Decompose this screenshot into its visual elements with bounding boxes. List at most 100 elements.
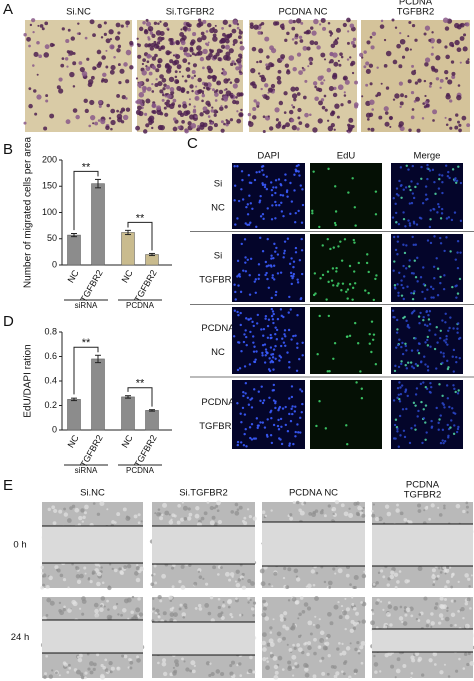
cell <box>161 98 165 102</box>
cell <box>260 87 263 91</box>
texture <box>299 510 305 516</box>
nucleus <box>428 322 432 326</box>
cell <box>166 94 172 99</box>
cell <box>399 105 402 109</box>
cell <box>196 37 203 43</box>
texture <box>79 573 84 579</box>
nucleus <box>297 209 300 213</box>
cell <box>214 92 219 97</box>
texture <box>261 640 267 646</box>
cell <box>407 79 412 84</box>
cell <box>461 115 467 121</box>
cell <box>336 37 340 40</box>
cell <box>89 19 95 25</box>
nucleus <box>359 370 362 373</box>
nucleus <box>419 382 423 386</box>
nucleus <box>422 408 425 411</box>
texture <box>269 651 273 655</box>
texture <box>250 607 255 611</box>
nucleus <box>401 341 404 345</box>
nucleus <box>413 424 417 427</box>
nucleus <box>289 419 293 423</box>
cell <box>342 22 347 28</box>
nucleus <box>272 186 275 189</box>
nucleus <box>248 363 252 366</box>
nucleus <box>284 178 287 182</box>
nucleus <box>278 204 281 207</box>
cell <box>23 33 27 37</box>
texture <box>58 674 61 677</box>
cell <box>199 112 204 117</box>
cell <box>376 91 382 97</box>
nucleus <box>244 329 247 332</box>
cell <box>425 103 430 108</box>
cell <box>146 60 150 64</box>
cell <box>333 61 339 67</box>
texture <box>337 568 343 574</box>
nucleus <box>442 403 446 406</box>
nucleus <box>426 239 430 242</box>
cell <box>352 44 357 48</box>
nucleus <box>454 258 458 261</box>
texture <box>353 668 359 674</box>
texture <box>252 614 256 617</box>
nucleus <box>329 247 332 251</box>
texture <box>395 668 401 674</box>
cell <box>296 52 302 57</box>
cell <box>196 51 201 56</box>
nucleus <box>243 238 247 241</box>
cell <box>385 50 392 57</box>
cell <box>110 127 113 131</box>
cell <box>212 54 218 60</box>
cell <box>322 26 327 31</box>
cell <box>214 99 218 102</box>
texture <box>230 615 234 619</box>
nucleus <box>409 188 412 192</box>
texture <box>99 607 104 613</box>
cell <box>411 64 415 68</box>
texture <box>47 507 51 512</box>
cell <box>290 118 295 123</box>
cell <box>105 49 108 52</box>
nucleus <box>252 335 255 338</box>
cell <box>157 39 160 42</box>
cell <box>116 113 123 120</box>
nucleus <box>275 338 279 341</box>
cell <box>90 115 96 121</box>
cell <box>449 41 454 47</box>
nucleus <box>412 196 416 200</box>
texture <box>289 513 293 517</box>
nucleus <box>283 329 287 332</box>
texture <box>129 660 134 665</box>
y-tick-label: 0.8 <box>44 326 57 336</box>
texture <box>396 580 400 584</box>
nucleus <box>277 428 281 431</box>
cell <box>190 76 195 80</box>
nucleus <box>311 209 314 213</box>
texture <box>266 660 270 663</box>
texture <box>41 572 44 575</box>
texture <box>469 661 474 666</box>
cell <box>291 93 298 99</box>
nucleus <box>414 393 418 396</box>
texture <box>187 507 191 511</box>
texture <box>304 667 309 672</box>
texture <box>417 509 422 513</box>
cell <box>186 24 190 27</box>
texture <box>191 669 196 674</box>
nucleus <box>428 225 432 229</box>
cell <box>378 115 383 120</box>
texture <box>87 577 91 580</box>
cell <box>49 113 55 119</box>
cell <box>466 123 471 128</box>
texture <box>446 606 449 610</box>
nucleus <box>439 217 443 220</box>
texture <box>130 610 134 615</box>
texture <box>382 575 386 579</box>
cell <box>323 94 327 98</box>
texture <box>383 625 388 630</box>
nucleus <box>455 355 458 359</box>
texture <box>417 656 423 662</box>
cell <box>28 44 31 48</box>
texture <box>291 654 297 660</box>
